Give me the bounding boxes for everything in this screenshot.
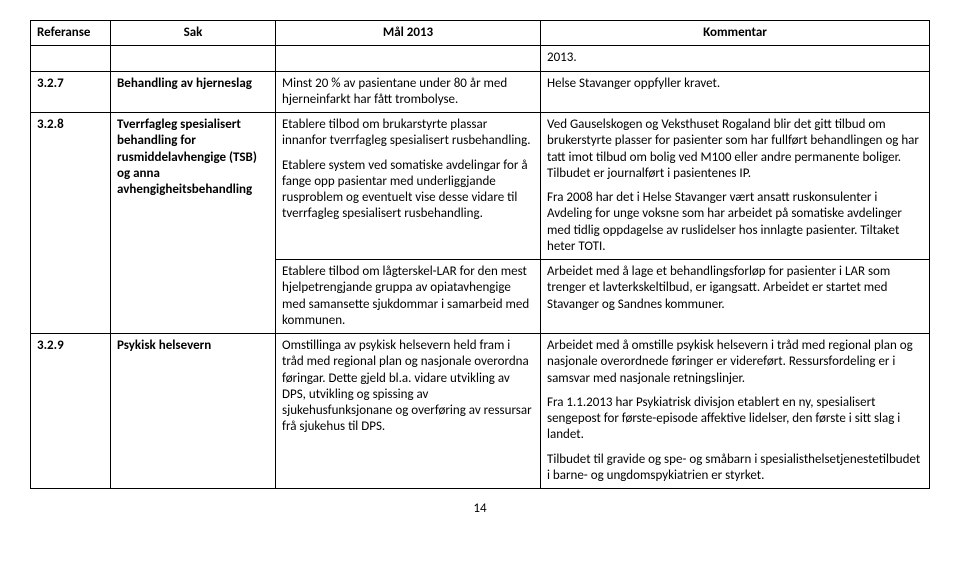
- kom-328-p1: Ved Gauselskogen og Veksthuset Rogaland …: [547, 117, 923, 182]
- kom-329-p2: Fra 1.1.2013 har Psykiatrisk divisjon et…: [547, 395, 923, 444]
- cell-sak-328: Tverrfagleg spesialisert behandling for …: [111, 113, 276, 334]
- cell-kommentar: 2013.: [541, 46, 930, 71]
- cell-kommentar-328: Ved Gauselskogen og Veksthuset Rogaland …: [541, 113, 930, 260]
- table-row: 3.2.8 Tverrfagleg spesialisert behandlin…: [31, 113, 930, 260]
- cell-kommentar-328b: Arbeidet med å lage et behandlingsforløp…: [541, 260, 930, 334]
- table-row: 3.2.9 Psykisk helsevern Omstillinga av p…: [31, 334, 930, 489]
- cell-sak: [111, 46, 276, 71]
- cell-mal-328: Etablere tilbod om brukarstyrte plassar …: [276, 113, 541, 260]
- cell-mal-328b: Etablere tilbod om lågterskel-LAR for de…: [276, 260, 541, 334]
- cell-ref-328: 3.2.8: [31, 113, 111, 334]
- header-row: Referanse Sak Mål 2013 Kommentar: [31, 21, 930, 46]
- document-table: Referanse Sak Mål 2013 Kommentar 2013. 3…: [30, 20, 930, 489]
- page-number: 14: [30, 501, 930, 516]
- header-mal: Mål 2013: [276, 21, 541, 46]
- cell-sak-329: Psykisk helsevern: [111, 334, 276, 489]
- mal-328-p2: Etablere system ved somatiske avdelingar…: [282, 158, 534, 223]
- kom-329-p3: Tilbudet til gravide og spe- og småbarn …: [547, 452, 923, 485]
- kom-329-p1: Arbeidet med å omstille psykisk helsever…: [547, 338, 923, 387]
- cell-ref-327: 3.2.7: [31, 71, 111, 113]
- cell-ref: [31, 46, 111, 71]
- cell-ref-329: 3.2.9: [31, 334, 111, 489]
- cell-mal-329: Omstillinga av psykisk helsevern held fr…: [276, 334, 541, 489]
- table-row: 2013.: [31, 46, 930, 71]
- cell-mal-327: Minst 20 % av pasientane under 80 år med…: [276, 71, 541, 113]
- cell-kommentar-329: Arbeidet med å omstille psykisk helsever…: [541, 334, 930, 489]
- header-kommentar: Kommentar: [541, 21, 930, 46]
- mal-328-p1: Etablere tilbod om brukarstyrte plassar …: [282, 117, 534, 150]
- cell-kommentar-327: Helse Stavanger oppfyller kravet.: [541, 71, 930, 113]
- header-sak: Sak: [111, 21, 276, 46]
- kom-328-p2: Fra 2008 har det i Helse Stavanger vært …: [547, 190, 923, 255]
- table-row: 3.2.7 Behandling av hjerneslag Minst 20 …: [31, 71, 930, 113]
- cell-sak-327: Behandling av hjerneslag: [111, 71, 276, 113]
- cell-mal: [276, 46, 541, 71]
- header-referanse: Referanse: [31, 21, 111, 46]
